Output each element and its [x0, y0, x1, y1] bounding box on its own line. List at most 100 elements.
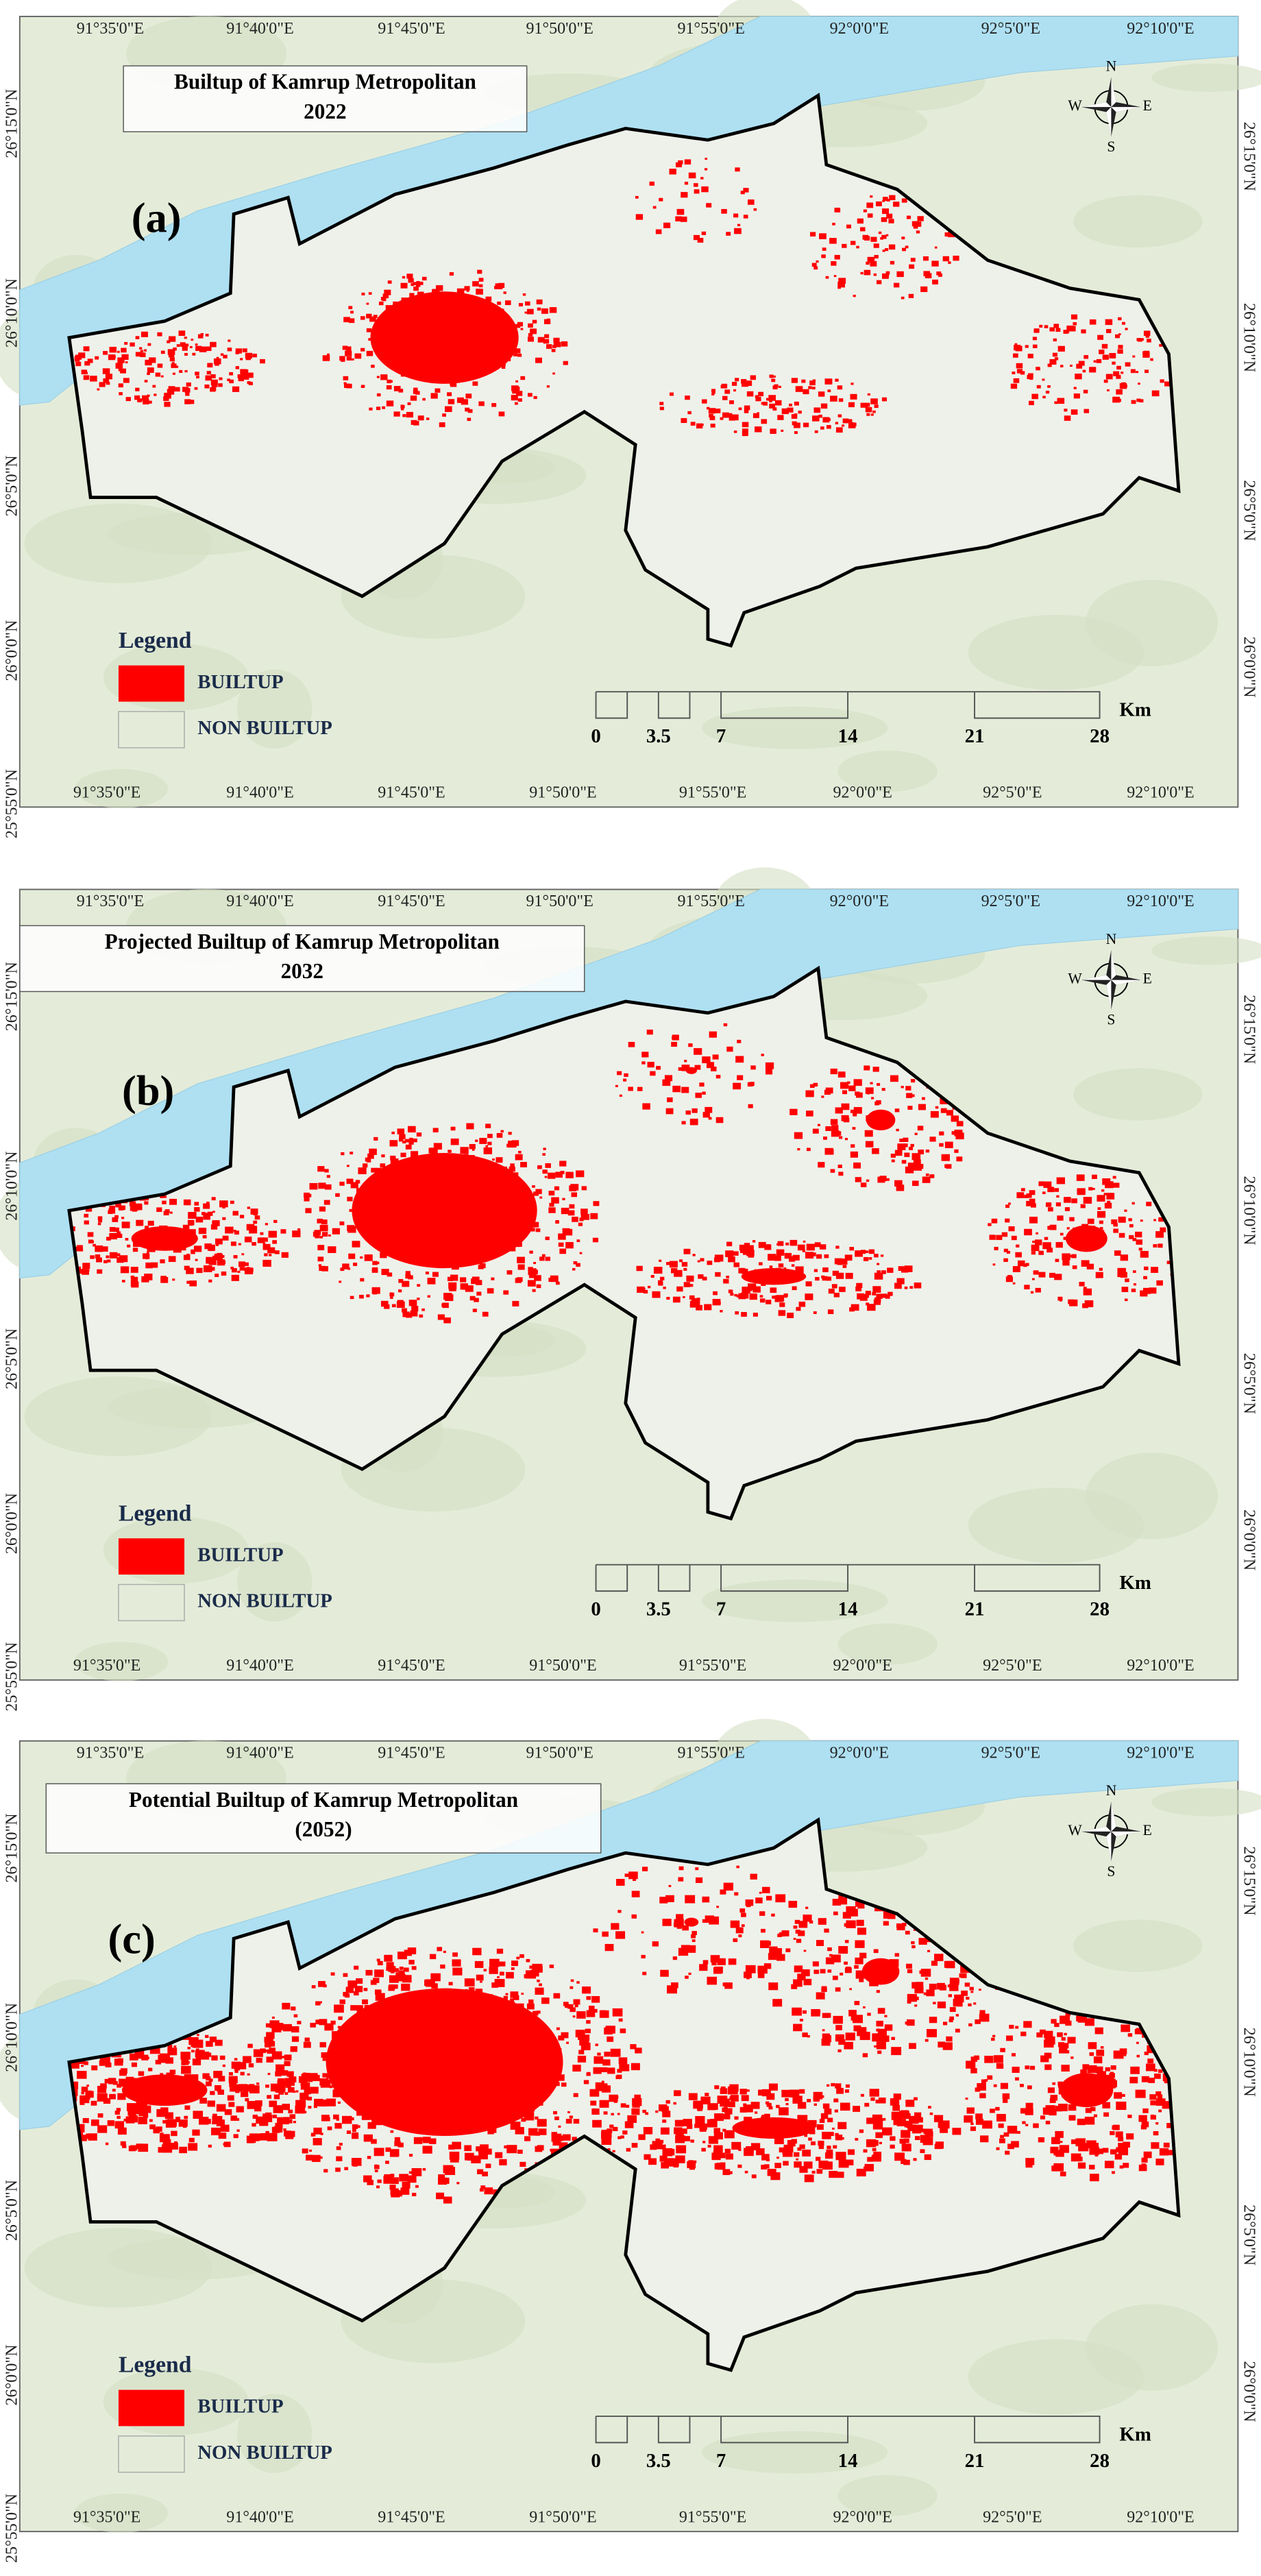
builtup-patch — [683, 1267, 687, 1271]
builtup-patch — [867, 1304, 876, 1311]
builtup-patch — [735, 1927, 744, 1934]
builtup-patch — [789, 403, 792, 406]
builtup-patch — [335, 1193, 340, 1197]
builtup-patch — [896, 271, 904, 278]
builtup-patch — [641, 1061, 646, 1065]
builtup-patch — [465, 407, 470, 412]
builtup-patch — [821, 2039, 831, 2046]
builtup-patch — [1081, 1224, 1088, 1230]
builtup-patch — [164, 1195, 167, 1198]
builtup-patch — [1100, 2046, 1104, 2049]
longitude-label: 92°5'0"E — [981, 20, 1040, 38]
builtup-patch — [344, 2167, 349, 2170]
builtup-patch — [873, 273, 877, 276]
builtup-patch — [1060, 1232, 1064, 1236]
builtup-patch — [408, 1126, 416, 1133]
builtup-patch — [855, 1286, 862, 1291]
builtup-patch — [782, 2119, 787, 2124]
builtup-patch — [506, 1971, 514, 1979]
builtup-patch — [234, 2058, 238, 2061]
builtup-patch — [1090, 2174, 1099, 2182]
builtup-patch — [556, 2135, 564, 2141]
builtup-patch — [615, 1931, 626, 1939]
builtup-patch — [1051, 2019, 1057, 2024]
builtup-patch — [1038, 2137, 1045, 2143]
builtup-patch — [850, 1109, 855, 1113]
builtup-patch — [360, 316, 365, 320]
builtup-patch — [162, 2144, 173, 2153]
builtup-patch — [757, 1965, 768, 1974]
builtup-patch — [369, 1148, 377, 1155]
builtup-patch — [624, 2121, 634, 2128]
compass-label: W — [1068, 97, 1082, 114]
builtup-patch — [772, 2126, 778, 2130]
builtup-patch — [881, 234, 887, 239]
builtup-patch — [882, 2127, 892, 2136]
builtup-patch — [906, 1963, 912, 1969]
builtup-patch — [676, 1914, 684, 1921]
builtup-patch — [791, 1264, 795, 1267]
latitude-label: 26°5'0"N — [3, 2180, 21, 2241]
builtup-patch — [554, 341, 561, 348]
builtup-patch — [448, 2144, 455, 2150]
builtup-patch — [319, 2001, 322, 2004]
builtup-patch — [304, 1197, 310, 1202]
builtup-patch — [1025, 1263, 1029, 1266]
builtup-patch — [776, 2104, 780, 2109]
builtup-patch — [167, 2048, 177, 2056]
builtup-patch — [1121, 2093, 1125, 2097]
builtup-patch — [265, 2050, 269, 2052]
builtup-patch — [386, 1962, 394, 1969]
builtup-patch — [781, 2122, 788, 2129]
builtup-patch — [207, 363, 213, 368]
builtup-patch — [169, 1211, 173, 1214]
builtup-patch — [601, 2137, 612, 2146]
builtup-patch — [1031, 393, 1038, 400]
builtup-patch — [117, 2115, 121, 2119]
builtup-patch — [856, 1283, 863, 1288]
builtup-patch — [874, 2045, 877, 2048]
builtup-patch — [813, 1269, 818, 1272]
builtup-patch — [330, 1972, 335, 1976]
builtup-patch — [465, 393, 472, 399]
builtup-patch — [981, 2079, 986, 2083]
builtup-patch — [117, 1233, 123, 1238]
builtup-patch — [247, 372, 254, 378]
builtup-patch — [699, 1964, 708, 1971]
builtup-patch — [130, 1204, 138, 1211]
builtup-patch — [236, 2106, 244, 2113]
builtup-patch — [933, 2002, 936, 2005]
builtup-patch — [521, 2117, 526, 2122]
builtup-patch — [401, 1983, 411, 1991]
builtup-patch — [689, 1304, 694, 1307]
builtup-patch — [415, 2185, 419, 2188]
builtup-patch — [422, 2137, 431, 2143]
builtup-patch — [1112, 396, 1120, 403]
builtup-patch — [421, 276, 427, 281]
builtup-patch — [162, 2139, 171, 2146]
builtup-patch — [1113, 371, 1120, 376]
builtup-patch — [400, 282, 408, 289]
builtup-patch — [382, 406, 386, 409]
builtup-patch — [641, 1931, 644, 1934]
builtup-patch — [339, 2143, 343, 2146]
builtup-patch — [1003, 1258, 1008, 1262]
builtup-patch — [1039, 2029, 1046, 2034]
builtup-patch — [966, 2061, 976, 2069]
builtup-patch — [674, 2127, 683, 2135]
builtup-patch — [230, 2087, 236, 2092]
builtup-patch — [309, 2149, 313, 2152]
builtup-patch — [210, 1267, 215, 1271]
builtup-patch — [304, 1192, 310, 1198]
builtup-patch — [360, 348, 365, 352]
builtup-patch — [1011, 1235, 1017, 1241]
builtup-patch — [618, 2057, 628, 2065]
builtup-patch — [1033, 328, 1040, 333]
terrain-patch — [237, 669, 313, 749]
builtup-patch — [443, 1950, 446, 1954]
builtup-patch — [593, 1928, 598, 1933]
builtup-patch — [701, 231, 707, 235]
builtup-patch — [778, 1310, 786, 1316]
builtup-patch — [437, 1947, 443, 1952]
builtup-patch — [954, 1149, 959, 1153]
